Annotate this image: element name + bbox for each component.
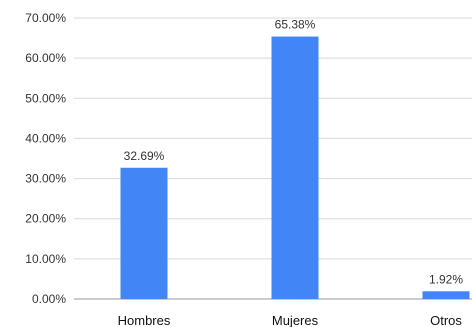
category-label-mujeres: Mujeres bbox=[272, 313, 319, 327]
bar-hombres bbox=[120, 167, 168, 299]
y-tick-label: 50.00% bbox=[25, 91, 66, 105]
data-label-mujeres: 65.38% bbox=[275, 18, 316, 32]
y-tick-label: 30.00% bbox=[25, 172, 66, 186]
y-tick-label: 60.00% bbox=[25, 51, 66, 65]
y-tick-label: 40.00% bbox=[25, 131, 66, 145]
data-labels: 32.69% 65.38% 1.92% bbox=[124, 18, 464, 287]
category-label-hombres: Hombres bbox=[118, 313, 171, 327]
y-tick-label: 0.00% bbox=[32, 292, 66, 306]
x-axis-category-labels: Hombres Mujeres Otros bbox=[118, 313, 463, 327]
category-label-otros: Otros bbox=[430, 313, 462, 327]
bars bbox=[120, 36, 470, 300]
y-tick-label: 20.00% bbox=[25, 212, 66, 226]
y-tick-label: 10.00% bbox=[25, 252, 66, 266]
y-axis-tick-labels: 0.00% 10.00% 20.00% 30.00% 40.00% 50.00% 60.00… bbox=[25, 11, 66, 306]
y-tick-label: 70.00% bbox=[25, 11, 66, 25]
data-label-otros: 1.92% bbox=[429, 272, 463, 286]
bar-otros bbox=[422, 291, 470, 299]
data-label-hombres: 32.69% bbox=[124, 149, 165, 163]
bar-mujeres bbox=[271, 36, 319, 300]
